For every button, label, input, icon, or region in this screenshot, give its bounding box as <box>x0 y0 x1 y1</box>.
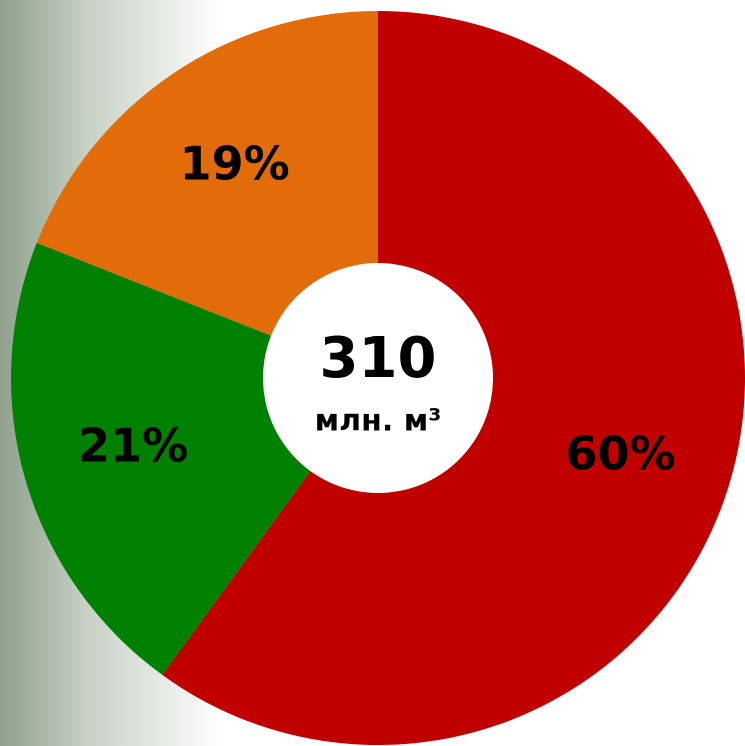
center-value: 310 <box>320 326 437 391</box>
slice-label: 60% <box>565 426 675 480</box>
slice-label: 21% <box>78 419 188 473</box>
slice-label: 19% <box>180 137 290 191</box>
center-unit: млн. м³ <box>315 404 442 439</box>
chart: 310 млн. м³ 60% 21% 19% <box>0 0 745 746</box>
